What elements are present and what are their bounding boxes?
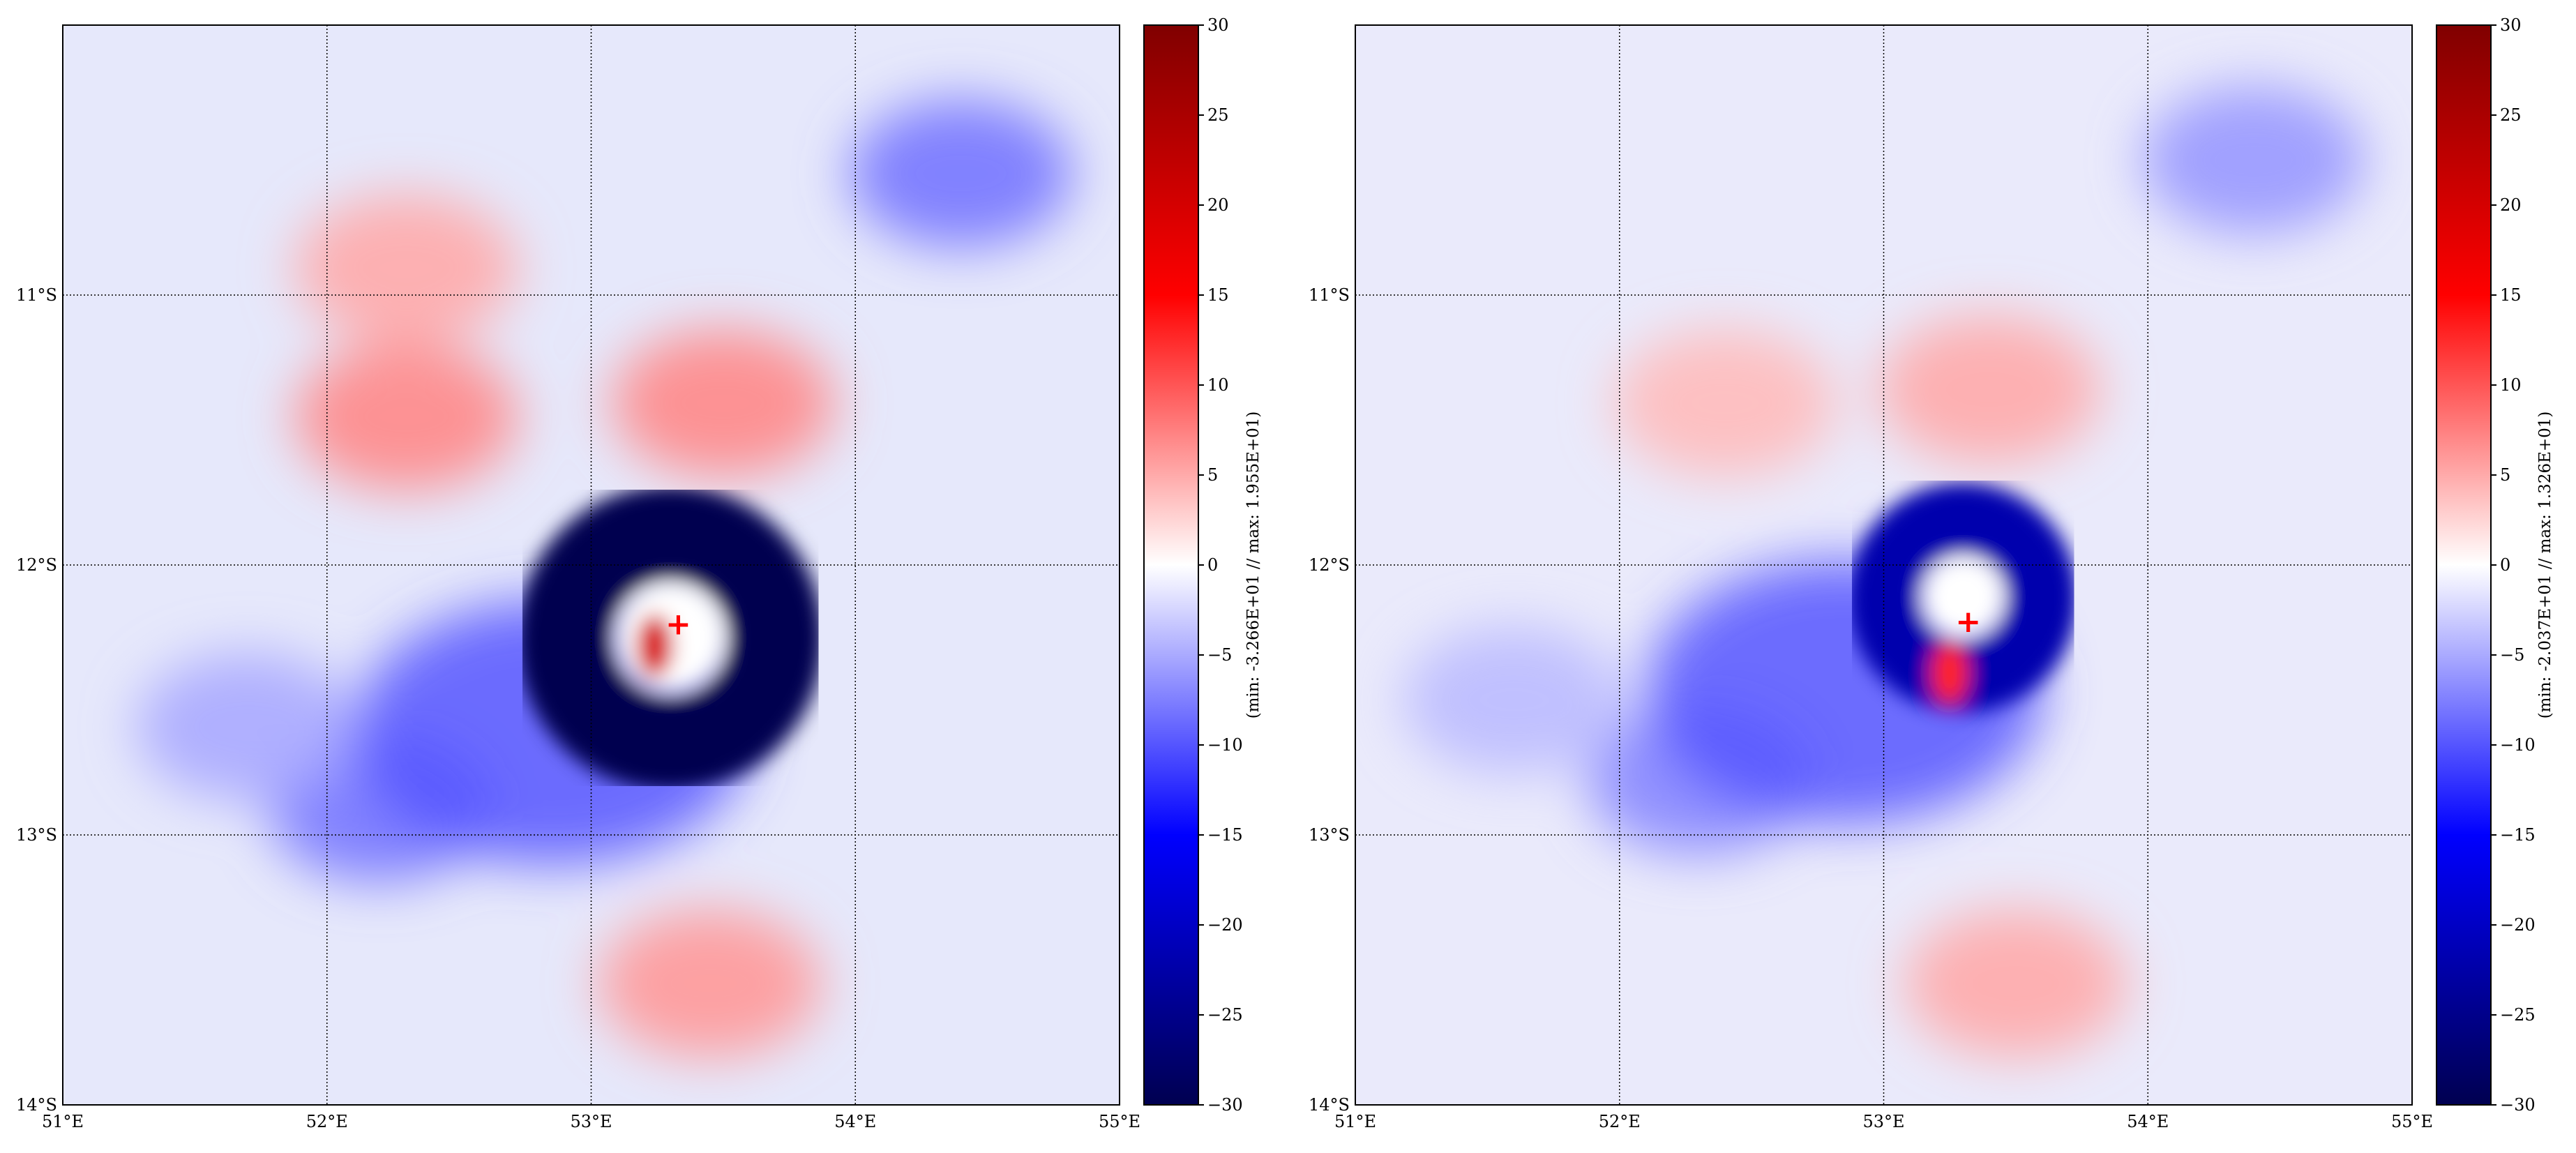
lon-tick-label: 52°E bbox=[1599, 1112, 1641, 1131]
lat-tick-label: 14°S bbox=[1309, 1095, 1350, 1115]
field-anomaly bbox=[1878, 315, 2101, 464]
lat-tick-label: 13°S bbox=[16, 825, 57, 845]
field-anomaly bbox=[2142, 86, 2365, 234]
lat-tick-label: 13°S bbox=[1309, 825, 1350, 845]
lon-tick-label: 54°E bbox=[834, 1112, 876, 1131]
vortex-ring bbox=[517, 484, 824, 792]
graticule-right bbox=[1355, 25, 2412, 1105]
lon-tick-label: 55°E bbox=[1099, 1112, 1140, 1131]
lat-tick-label: 11°S bbox=[1309, 285, 1350, 305]
map-area-right: 51°E 52°E 53°E 54°E 55°E 11°S 12°S 13°S 14°S + bbox=[1309, 24, 2433, 1131]
lat-tick-label: 12°S bbox=[1309, 555, 1350, 575]
colorbar-tick-label: 15 bbox=[2500, 285, 2522, 305]
lon-tick-label: 55°E bbox=[2391, 1112, 2433, 1131]
warm-core bbox=[635, 614, 673, 678]
colorbar-tick-label: 30 bbox=[2500, 15, 2522, 35]
colorbar-tick-label: 25 bbox=[2500, 105, 2522, 125]
colorbar-tick-label: 5 bbox=[2500, 465, 2510, 485]
colorbar-ticks-right: 30 25 20 15 10 5 0 −5 −10 −15 −20 −25 −30 bbox=[2491, 15, 2536, 1115]
lon-tick-label: 53°E bbox=[570, 1112, 612, 1131]
warm-core bbox=[1931, 641, 1968, 705]
lat-ticks-left: 11°S 12°S 13°S 14°S bbox=[16, 285, 57, 1115]
storm-center-marker-left: + bbox=[665, 607, 691, 642]
colorbar-label-left: (min: -3.266E+01 // max: 1.955E+01) bbox=[1244, 412, 1263, 719]
colorbar-tick-label: −15 bbox=[1207, 825, 1243, 845]
field-anomaly bbox=[1614, 329, 1837, 477]
colorbar-tick-label: −10 bbox=[1207, 735, 1243, 755]
map-panel-left: 51°E 52°E 53°E 54°E 55°E 11°S 12°S 13°S 14°S + … bbox=[16, 15, 1263, 1131]
field-anomaly bbox=[612, 329, 834, 477]
lon-ticks-right: 51°E 52°E 53°E 54°E 55°E bbox=[1334, 1112, 2433, 1131]
lon-tick-label: 51°E bbox=[1334, 1112, 1376, 1131]
colorbar-tick-label: −20 bbox=[2500, 915, 2536, 935]
graticule-left bbox=[63, 25, 1120, 1105]
storm-center-marker-right: + bbox=[1955, 604, 1981, 640]
colorbar-tick-label: 10 bbox=[2500, 375, 2522, 395]
vortex-left bbox=[517, 484, 824, 792]
field-anomaly bbox=[1403, 626, 1625, 774]
lon-tick-label: 52°E bbox=[306, 1112, 348, 1131]
colorbar-tick-label: −25 bbox=[2500, 1005, 2536, 1025]
colorbar-ramp-right bbox=[2436, 24, 2492, 1106]
field-anomaly bbox=[1904, 909, 2127, 1057]
field-anomaly bbox=[850, 99, 1072, 248]
colorbar-tick-label: 5 bbox=[1207, 465, 1218, 485]
map-area-left: 51°E 52°E 53°E 54°E 55°E 11°S 12°S 13°S 14°S + bbox=[16, 24, 1140, 1131]
colorbar-tick-label: −5 bbox=[1207, 645, 1232, 665]
field-anomaly bbox=[295, 194, 518, 342]
colorbar-tick-label: 10 bbox=[1207, 375, 1229, 395]
lon-ticks-left: 51°E 52°E 53°E 54°E 55°E bbox=[42, 1112, 1140, 1131]
colorbar-tick-label: 30 bbox=[1207, 15, 1229, 35]
lon-tick-label: 54°E bbox=[2127, 1112, 2169, 1131]
colorbar-tick-label: 0 bbox=[2500, 555, 2510, 575]
lon-tick-label: 51°E bbox=[42, 1112, 84, 1131]
field-anomaly bbox=[137, 653, 359, 801]
vortex-inner bbox=[1923, 557, 2003, 638]
colorbar-label-right: (min: -2.037E+01 // max: 1.326E+01) bbox=[2536, 412, 2554, 719]
lon-tick-label: 53°E bbox=[1862, 1112, 1904, 1131]
colorbar-tick-label: 15 bbox=[1207, 285, 1229, 305]
colorbar-tick-label: −5 bbox=[2500, 645, 2524, 665]
colorbar-ticks-left: 30 25 20 15 10 5 0 −5 −10 −15 −20 −25 −30 bbox=[1198, 15, 1243, 1115]
colorbar-tick-label: 25 bbox=[1207, 105, 1229, 125]
colorbar-tick-label: −20 bbox=[1207, 915, 1243, 935]
lat-tick-label: 11°S bbox=[16, 285, 57, 305]
field-anomaly bbox=[598, 909, 822, 1057]
colorbar-tick-label: −30 bbox=[1207, 1095, 1243, 1115]
field-anomaly bbox=[295, 342, 518, 491]
map-panel-right: 51°E 52°E 53°E 54°E 55°E 11°S 12°S 13°S 14°S + … bbox=[1288, 0, 2576, 1153]
lat-tick-label: 12°S bbox=[16, 555, 57, 575]
colorbar-tick-label: −30 bbox=[2500, 1095, 2536, 1115]
colorbar-tick-label: 20 bbox=[1207, 195, 1229, 215]
colorbar-tick-label: −15 bbox=[2500, 825, 2536, 845]
colorbar-ramp-left bbox=[1143, 24, 1199, 1106]
lat-ticks-right: 11°S 12°S 13°S 14°S bbox=[1309, 285, 1350, 1115]
colorbar-tick-label: 0 bbox=[1207, 555, 1218, 575]
colorbar-tick-label: 20 bbox=[2500, 195, 2522, 215]
colorbar-right: 30 25 20 15 10 5 0 −5 −10 −15 −20 −25 −30 (min: -2.0… bbox=[2436, 15, 2554, 1115]
lat-tick-label: 14°S bbox=[16, 1095, 57, 1115]
colorbar-tick-label: −10 bbox=[2500, 735, 2536, 755]
field-blobs-right bbox=[1403, 86, 2365, 1057]
colorbar-left: 30 25 20 15 10 5 0 −5 −10 −15 −20 −25 −30 (min: -3.2… bbox=[1143, 15, 1263, 1115]
colorbar-tick-label: −25 bbox=[1207, 1005, 1243, 1025]
